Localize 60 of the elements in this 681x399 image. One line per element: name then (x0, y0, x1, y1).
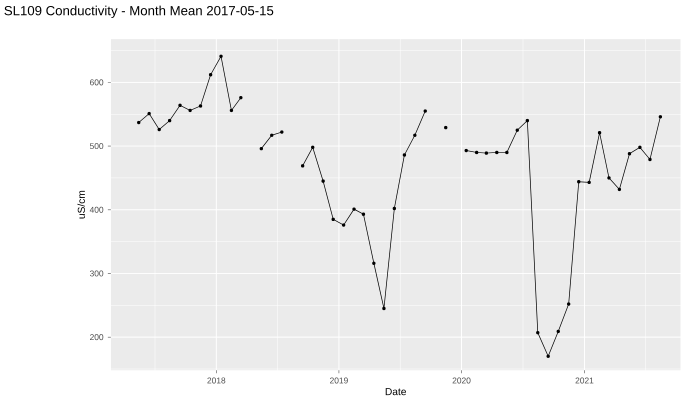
point (372, 261, 376, 265)
point (352, 207, 356, 211)
point (658, 115, 662, 118)
x-tick-label: 2018 (207, 377, 226, 384)
point (342, 223, 346, 227)
y-axis-title: uS/cm (77, 190, 85, 218)
y-tick-label: 600 (90, 79, 104, 86)
point (556, 330, 560, 333)
x-tick-label: 2021 (576, 377, 594, 384)
point (392, 206, 396, 210)
point (598, 130, 602, 134)
point (424, 109, 427, 113)
point (147, 112, 151, 116)
point (536, 330, 540, 334)
point (566, 302, 570, 306)
point (208, 72, 212, 76)
point (168, 118, 172, 122)
point (321, 179, 325, 183)
point (577, 180, 580, 184)
point (464, 148, 468, 152)
point (300, 164, 304, 168)
point (198, 104, 202, 108)
point (188, 108, 192, 112)
point (505, 150, 509, 154)
point (382, 306, 386, 310)
point (648, 158, 652, 162)
y-tick-label: 500 (90, 143, 104, 149)
point (158, 128, 161, 132)
point (474, 150, 478, 154)
x-tick-label: 2020 (452, 377, 471, 384)
y-tick-label: 300 (90, 270, 104, 276)
point (484, 151, 488, 155)
point (495, 150, 498, 154)
point (311, 146, 314, 149)
point (137, 120, 140, 124)
point (628, 152, 632, 156)
point (178, 104, 182, 107)
point (546, 354, 550, 358)
point (332, 218, 335, 221)
point (638, 146, 642, 149)
point (362, 212, 366, 216)
point (219, 54, 223, 58)
point (402, 153, 406, 157)
point (444, 126, 448, 130)
point (618, 188, 622, 191)
point (230, 108, 234, 112)
chart-title: SL109 Conductivity - Month Mean 2017-05-15 (4, 6, 274, 18)
point (280, 130, 284, 134)
point (526, 118, 530, 122)
point (607, 176, 611, 180)
point (413, 133, 417, 137)
point (239, 96, 243, 100)
y-tick-label: 400 (90, 206, 104, 213)
x-axis-title: Date (386, 388, 406, 396)
point (260, 146, 264, 150)
point (270, 133, 274, 137)
y-tick-label: 200 (90, 334, 104, 340)
point (516, 128, 519, 132)
x-tick-label: 2019 (330, 377, 348, 384)
point (587, 180, 591, 184)
